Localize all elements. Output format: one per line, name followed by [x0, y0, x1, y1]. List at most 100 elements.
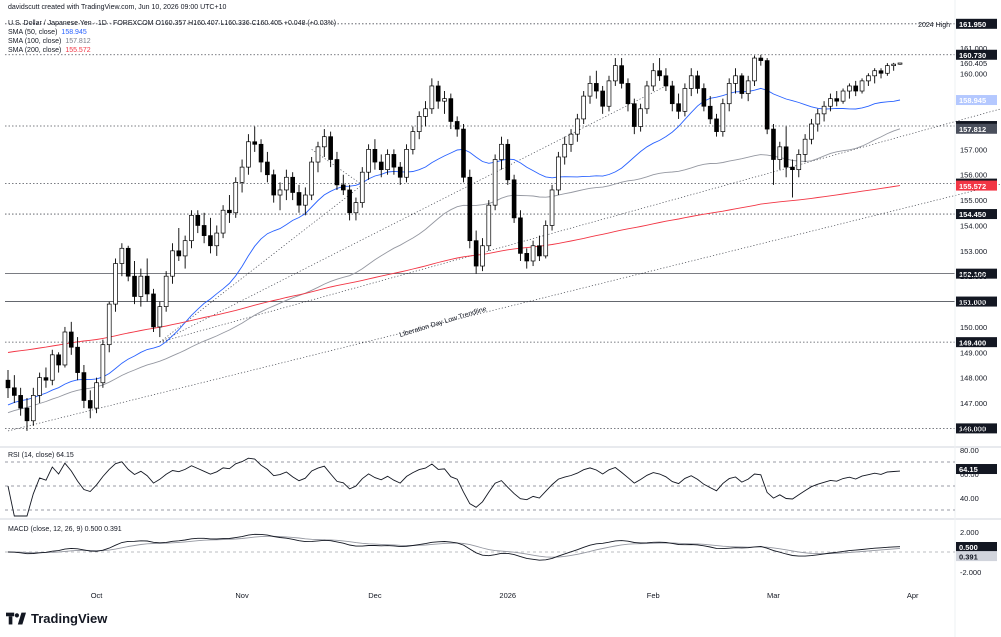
time-axis: OctNovDec2026FebMarAprMayJun: [91, 591, 919, 600]
price-tick-label: 153.000: [960, 247, 987, 256]
price-tag-label: 158.945: [959, 96, 986, 105]
candle-body: [353, 202, 359, 214]
candle-body: [454, 121, 460, 130]
sma100-legend[interactable]: SMA (100, close) 157.812: [8, 37, 91, 46]
candle-body: [461, 128, 466, 178]
candle-body: [239, 166, 245, 183]
macd-tick-label: -2.000: [960, 568, 981, 577]
price-tick-label: 156.000: [960, 171, 987, 180]
candle-body: [378, 161, 384, 171]
candle-body: [18, 395, 23, 409]
candle-body: [581, 95, 586, 120]
candle-body: [600, 90, 605, 107]
candle-body: [625, 83, 631, 105]
candle-body: [56, 354, 61, 366]
candle-body: [480, 245, 485, 267]
candle-body: [745, 80, 751, 94]
rsi-title: RSI (14, close) 64.15: [8, 452, 74, 459]
candle-body: [701, 88, 707, 107]
candle-body: [815, 113, 821, 125]
candle-body: [644, 85, 650, 110]
candle-body: [568, 133, 574, 145]
candle-body: [631, 103, 637, 127]
time-tick-label: Oct: [91, 591, 104, 600]
candle-body: [391, 154, 397, 168]
level-tag-label: 152.100: [959, 270, 986, 279]
candle-body: [359, 171, 365, 203]
level-tag-label: 146.000: [959, 425, 986, 434]
sma200-legend[interactable]: SMA (200, close) 155.572: [8, 46, 91, 55]
candle-body: [37, 377, 42, 396]
candle-body: [543, 225, 549, 257]
sma50-label: SMA (50, close): [8, 29, 58, 36]
candle-body: [271, 174, 277, 196]
price-tick-label: 146.000: [960, 424, 987, 433]
macd-line: [7, 533, 901, 561]
candle-body: [176, 250, 182, 257]
candle-body: [530, 245, 536, 262]
sma-line: [7, 128, 901, 414]
candle-body: [771, 128, 776, 160]
candle-body: [296, 192, 302, 206]
time-tick-label: Dec: [368, 591, 382, 600]
candle-body: [556, 156, 561, 191]
candle-body: [315, 146, 321, 163]
candle-body: [486, 204, 492, 247]
rsi-tick-label: 80.00: [960, 446, 979, 455]
candle-body: [43, 377, 49, 381]
candle-body: [733, 75, 738, 84]
price-tick-label: 160.000: [960, 69, 987, 78]
level-tag: [956, 18, 997, 29]
candle-body: [284, 176, 289, 191]
time-tick-label: Mar: [767, 591, 780, 600]
candle-body: [859, 80, 865, 92]
candle-body: [707, 105, 713, 120]
rsi-tick-label: 60.00: [960, 470, 979, 479]
candle-body: [834, 98, 840, 102]
price-levels: 2024 High: [5, 22, 955, 429]
candle-body: [49, 354, 55, 381]
time-tick-label: Feb: [647, 591, 660, 600]
sma200-value: 155.572: [65, 47, 91, 54]
price-tick-label: 161.000: [960, 44, 987, 53]
level-tag-label: 160.730: [959, 51, 986, 60]
candle-body: [265, 161, 270, 176]
candle-body: [132, 275, 137, 297]
candle-body: [537, 245, 542, 257]
price-tick-label: 148.000: [960, 374, 987, 383]
candle-body: [100, 344, 106, 384]
candle-body: [575, 118, 580, 135]
candle-body: [663, 75, 669, 87]
candle-body: [821, 105, 827, 115]
sma100-value: 157.812: [65, 38, 91, 45]
candle-body: [12, 387, 17, 396]
level-tag-label: 149.400: [959, 338, 986, 347]
candle-body: [214, 232, 220, 247]
candle-body: [473, 240, 479, 267]
candle-body: [94, 382, 99, 409]
candle-body: [872, 70, 878, 77]
credit-line: davidscutt created with TradingView.com,…: [8, 4, 227, 11]
level-tag-label: 161.950: [959, 20, 986, 29]
time-tick-label: 2026: [499, 591, 516, 600]
price-tag-label: 157.812: [959, 125, 986, 134]
candle-body: [170, 250, 175, 277]
sma50-legend[interactable]: SMA (50, close) 158.945: [8, 28, 87, 37]
candle-body: [492, 159, 498, 206]
moving-averages: [7, 87, 901, 414]
candle-body: [714, 118, 719, 132]
candle-body: [739, 75, 745, 94]
candle-body: [309, 161, 314, 196]
price-tick-label: 152.000: [960, 272, 987, 281]
candle-body: [828, 98, 833, 107]
candle-body: [24, 407, 30, 422]
rsi-tick-label: 40.00: [960, 494, 979, 503]
candle-body: [777, 146, 783, 160]
tradingview-logo[interactable]: TradingView: [6, 611, 107, 626]
candle-body: [885, 65, 890, 74]
candle-body: [347, 189, 352, 214]
candle-body: [587, 83, 593, 97]
level-annotation: 2024 High: [918, 22, 950, 29]
rsi-line: [7, 457, 901, 517]
